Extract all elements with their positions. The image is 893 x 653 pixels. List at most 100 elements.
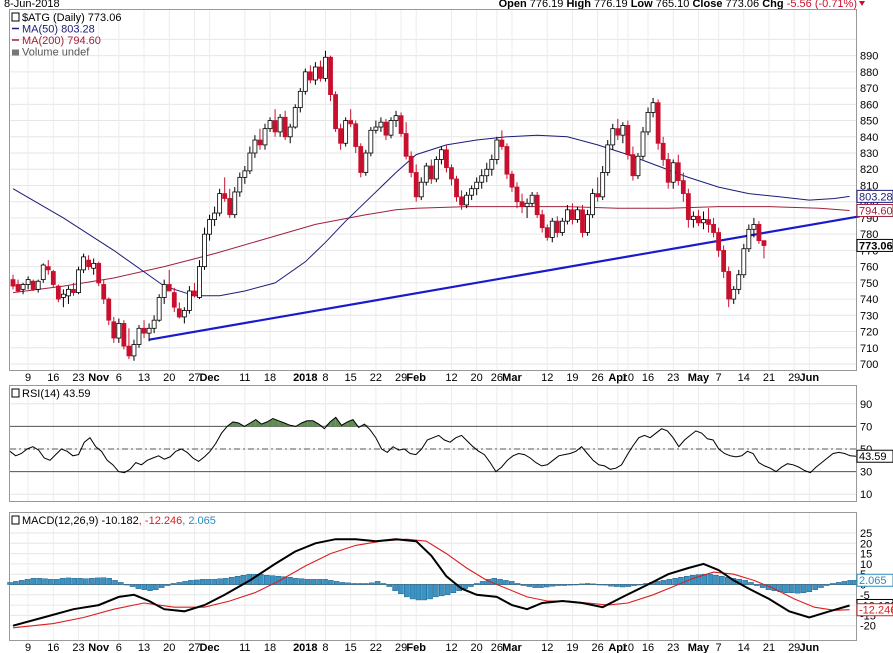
macd-histogram-bar	[211, 579, 217, 585]
candle-body	[570, 209, 575, 220]
x-tick-label: 21	[763, 642, 775, 653]
x-tick-label: 15	[345, 372, 357, 384]
x-tick-label: Dec	[199, 372, 219, 384]
ma200-line	[12, 206, 850, 294]
candle-body	[247, 152, 253, 172]
x-tick-label: Apr	[608, 642, 628, 653]
candle-body	[620, 125, 626, 136]
candle-body	[166, 284, 172, 292]
candle-body	[55, 285, 61, 300]
price-tick-label: 810	[860, 180, 878, 192]
candle-body	[731, 288, 737, 300]
candle-body	[438, 149, 444, 160]
x-tick-label: 27	[188, 372, 200, 384]
candle-body	[615, 128, 621, 136]
macd-histogram-bar	[660, 580, 667, 585]
candle-body	[640, 131, 646, 157]
candle-body	[428, 165, 434, 180]
candle-body	[670, 162, 676, 183]
x-tick-label: 13	[138, 642, 150, 653]
macd-histogram-bar	[754, 584, 760, 586]
macd-histogram-bar	[71, 578, 77, 585]
x-tick-label: 18	[264, 372, 276, 384]
x-tick-label: 9	[25, 372, 31, 384]
candle-body	[675, 162, 681, 182]
macd-histogram-bar	[199, 579, 206, 585]
candle-body	[635, 155, 641, 177]
price-tick-label: 850	[860, 116, 878, 128]
x-tick-label: Apr	[608, 372, 628, 384]
x-tick-label: Feb	[406, 372, 426, 384]
candle-body	[660, 142, 666, 160]
macd-histogram-bar	[298, 578, 305, 585]
macd-histogram-bar	[573, 584, 579, 586]
macd-histogram-bar	[526, 584, 533, 587]
candle-body	[146, 327, 152, 334]
candle-body	[605, 144, 611, 173]
trendline	[148, 215, 860, 341]
candle-body	[655, 102, 661, 144]
candle-body	[469, 188, 475, 196]
candle-body	[287, 126, 293, 138]
macd-histogram-bar	[567, 584, 573, 586]
macd-histogram-bar	[806, 584, 813, 592]
candle-body	[625, 125, 631, 156]
candle-body	[363, 152, 369, 173]
x-tick-label: 11	[239, 642, 250, 653]
macd-histogram-bar	[153, 584, 159, 590]
high-label: High	[566, 0, 591, 10]
candle-body	[45, 266, 51, 271]
price-tick-label: 860	[860, 99, 878, 111]
candle-body	[484, 168, 490, 177]
x-tick-label: May	[688, 372, 710, 384]
macd-legend-icon	[11, 515, 20, 525]
macd-histogram-bar	[83, 578, 89, 585]
candle-body	[610, 128, 616, 146]
candle-body	[338, 128, 344, 144]
price-tick-label: 700	[860, 359, 878, 371]
candle-body	[383, 121, 389, 136]
macd-histogram-bar	[94, 577, 101, 585]
macd-tick-label: -20	[860, 621, 876, 633]
candle-body	[101, 284, 107, 300]
macd-histogram-bar	[672, 578, 678, 585]
x-tick-label: 7	[716, 372, 722, 384]
macd-histogram-bar	[7, 582, 13, 585]
macd-histogram-bar	[812, 584, 818, 590]
macd-histogram-bar	[555, 584, 562, 586]
price-tag-box	[856, 238, 893, 252]
price-tag-label: 803.28	[859, 191, 893, 203]
macd-histogram-bar	[415, 584, 422, 601]
candle-body	[272, 120, 278, 133]
price-plot	[10, 50, 860, 361]
rsi-tag-box	[856, 449, 893, 463]
macd-histogram-bar	[263, 574, 270, 585]
macd-histogram-bar	[421, 584, 427, 601]
macd-histogram-bar	[427, 584, 433, 600]
macd-histogram-bar	[748, 582, 754, 585]
x-tick-label: 6	[116, 372, 122, 384]
macd-histogram-bar	[538, 584, 544, 588]
rsi-overbought-fill	[278, 420, 285, 427]
macd-histogram-bar	[398, 584, 404, 595]
x-tick-label: Mar	[502, 372, 522, 384]
candle-body	[358, 146, 364, 173]
header-bar: 8-Jun-2018 Open 776.19 High 776.19 Low 7…	[0, 0, 893, 10]
price-tick-label: 750	[860, 278, 878, 290]
x-tick-label: 26	[592, 372, 604, 384]
candle-body	[318, 66, 323, 79]
macd-histogram-bar	[129, 584, 136, 587]
open-label: Open	[498, 0, 527, 10]
x-tick-label: 9	[25, 642, 31, 653]
x-tick-label: 8	[322, 642, 328, 653]
high-value: 776.19	[593, 0, 628, 10]
macd-histogram-bar	[818, 584, 824, 588]
macd-tag-box	[856, 573, 893, 587]
macd-histogram-bar	[783, 584, 789, 593]
volume-legend-icon	[12, 49, 19, 56]
macd-histogram-bar	[509, 581, 515, 585]
macd-histogram-bar	[719, 576, 725, 585]
x-tick-label: Feb	[406, 642, 426, 653]
candle-body	[297, 90, 303, 108]
price-legend-entry: $ATG (Daily) 773.06	[22, 12, 121, 24]
